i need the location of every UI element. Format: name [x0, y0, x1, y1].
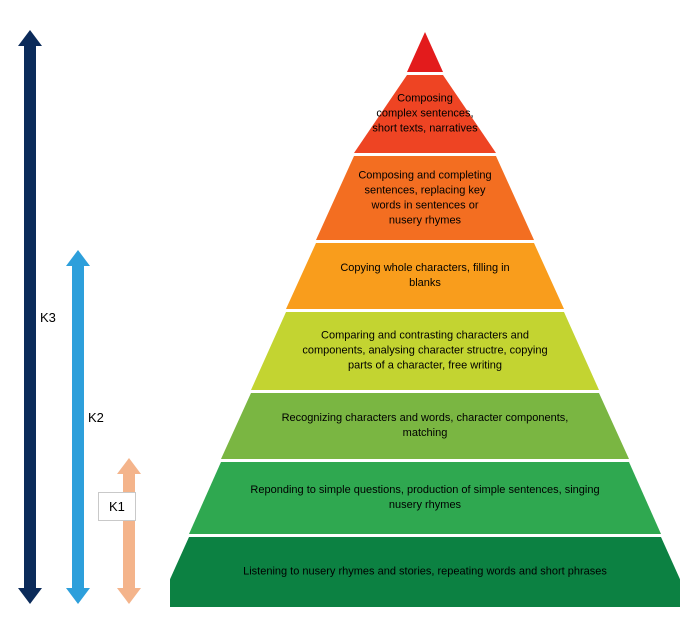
label-k2: K2 — [88, 410, 104, 425]
pyramid-layer-4: Comparing and contrasting characters and… — [170, 312, 680, 390]
pyramid-layer-1-text: Composing complex sentences, short texts… — [350, 92, 500, 137]
pyramid-layer-5: Recognizing characters and words, charac… — [170, 393, 680, 459]
pyramid-layer-3: Copying whole characters, filling in bla… — [170, 243, 680, 309]
pyramid-layer-6-text: Reponding to simple questions, productio… — [225, 483, 625, 513]
pyramid-layer-5-text: Recognizing characters and words, charac… — [255, 411, 595, 441]
arrow-k2-head-down — [66, 588, 90, 604]
arrow-k2 — [66, 250, 90, 604]
label-k3: K3 — [40, 310, 56, 325]
pyramid: Composing complex sentences, short texts… — [170, 32, 680, 604]
arrow-k1-head-down — [117, 588, 141, 604]
arrow-k3 — [18, 30, 42, 604]
pyramid-layer-4-text: Comparing and contrasting characters and… — [275, 329, 575, 374]
pyramid-layer-6: Reponding to simple questions, productio… — [170, 462, 680, 534]
pyramid-layer-2-text: Composing and completing sentences, repl… — [325, 168, 525, 227]
pyramid-layer-7: Listening to nusery rhymes and stories, … — [170, 537, 680, 607]
arrow-k3-head-down — [18, 588, 42, 604]
label-k1: K1 — [98, 492, 136, 521]
pyramid-layer-7-text: Listening to nusery rhymes and stories, … — [195, 565, 655, 580]
arrow-k3-shaft — [24, 42, 36, 592]
arrow-k1 — [117, 458, 141, 604]
pyramid-cap — [407, 32, 443, 72]
pyramid-layer-1: Composing complex sentences, short texts… — [170, 75, 680, 153]
pyramid-layer-3-text: Copying whole characters, filling in bla… — [305, 261, 545, 291]
arrow-k2-shaft — [72, 262, 84, 592]
pyramid-layer-2: Composing and completing sentences, repl… — [170, 156, 680, 240]
arrow-k1-shaft — [123, 470, 135, 592]
